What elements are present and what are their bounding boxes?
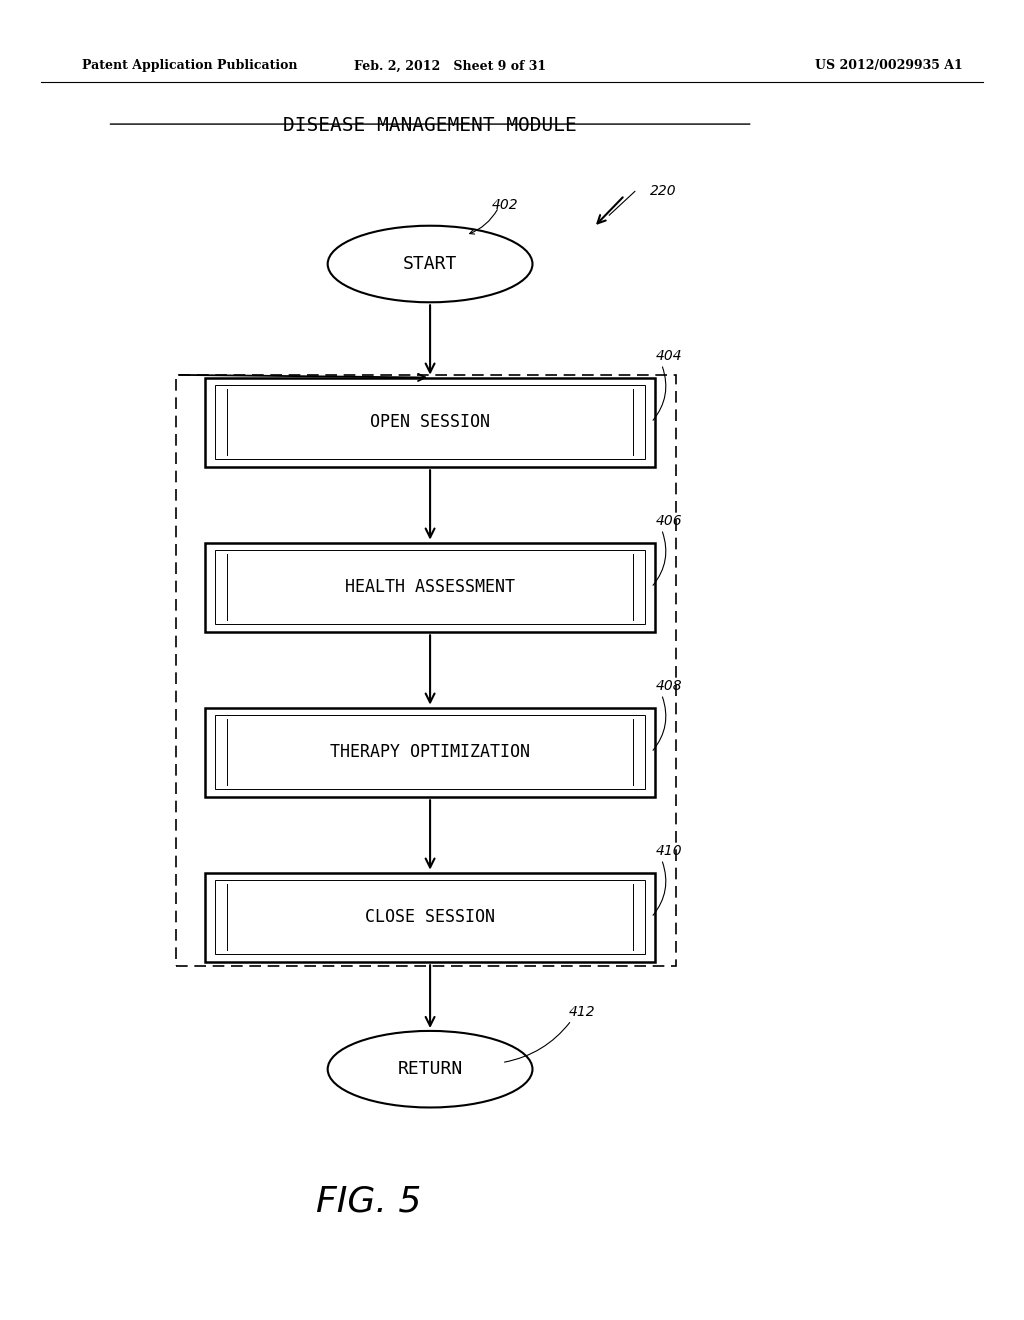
Text: 412: 412 [568,1006,595,1019]
Text: 410: 410 [655,845,682,858]
Text: HEALTH ASSESSMENT: HEALTH ASSESSMENT [345,578,515,597]
Text: 406: 406 [655,515,682,528]
Text: Patent Application Publication: Patent Application Publication [82,59,297,73]
Text: RETURN: RETURN [397,1060,463,1078]
Text: Feb. 2, 2012   Sheet 9 of 31: Feb. 2, 2012 Sheet 9 of 31 [354,59,547,73]
Text: START: START [402,255,458,273]
Text: DISEASE MANAGEMENT MODULE: DISEASE MANAGEMENT MODULE [284,116,577,135]
Text: OPEN SESSION: OPEN SESSION [370,413,490,432]
Text: THERAPY OPTIMIZATION: THERAPY OPTIMIZATION [330,743,530,762]
Text: 220: 220 [650,185,677,198]
Text: 404: 404 [655,350,682,363]
Text: FIG. 5: FIG. 5 [316,1184,421,1218]
Text: 402: 402 [492,198,518,211]
Text: CLOSE SESSION: CLOSE SESSION [366,908,495,927]
Text: US 2012/0029935 A1: US 2012/0029935 A1 [815,59,963,73]
Text: 408: 408 [655,680,682,693]
